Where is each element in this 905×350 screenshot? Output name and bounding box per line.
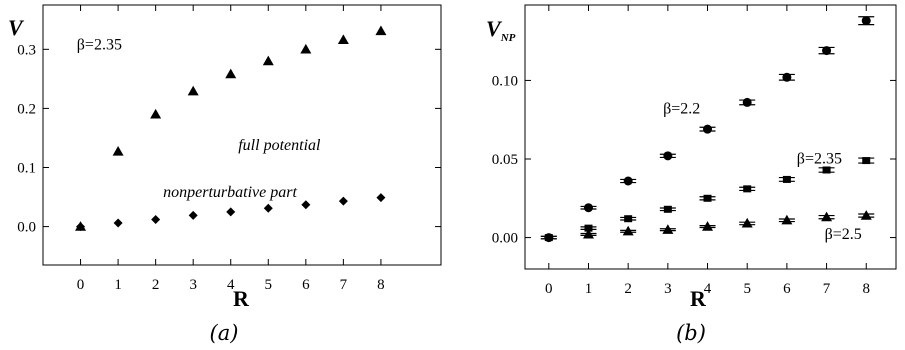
data-point-square xyxy=(624,215,633,223)
data-point-triangle xyxy=(702,221,714,231)
x-axis-label-a: R xyxy=(233,286,250,311)
x-axis-label-b: R xyxy=(690,286,707,311)
x-tick-label-a: 8 xyxy=(377,277,385,293)
panel-a: 0.0 0.1 0.2 0.3 0 1 2 3 4 5 6 7 8 V R (a) β=2.35 ful… xyxy=(8,4,442,345)
x-tick-label-b: 1 xyxy=(585,281,593,297)
annotation-a: nonperturbative part xyxy=(163,184,297,201)
y-tick-label-b: 0.10 xyxy=(492,73,518,89)
data-point-square xyxy=(703,194,712,202)
data-point-circle xyxy=(663,151,673,161)
data-point-triangle xyxy=(821,211,833,222)
data-point-diamond xyxy=(188,210,198,220)
y-axis-label-b-main: V xyxy=(486,16,503,41)
data-point-diamond xyxy=(338,196,348,206)
x-tick-label-b: 5 xyxy=(743,281,751,297)
data-point-circle xyxy=(822,46,832,56)
data-point-square xyxy=(782,175,791,183)
data-point-triangle xyxy=(187,85,199,96)
data-point-circle xyxy=(583,203,593,213)
data-point-square xyxy=(584,224,593,232)
annotation-b: β=2.35 xyxy=(797,151,842,168)
y-tick-label-b: 0.05 xyxy=(492,152,518,168)
data-point-circle xyxy=(742,97,752,107)
x-tick-label-b: 4 xyxy=(704,281,712,297)
x-tick-label-b: 7 xyxy=(823,281,831,297)
y-axis-label-b-sub: NP xyxy=(500,32,516,44)
y-tick-label-a: 0.0 xyxy=(17,220,36,236)
data-point-triangle xyxy=(112,146,124,156)
data-point-triangle xyxy=(662,224,674,234)
annotation-b: β=2.2 xyxy=(663,100,700,117)
y-tick-label-a: 0.1 xyxy=(17,161,36,177)
plot-frame-b xyxy=(524,4,897,270)
data-point-diamond xyxy=(151,215,161,224)
y-axis-label-a: V xyxy=(8,15,25,40)
x-tick-label-a: 6 xyxy=(302,277,310,293)
data-point-square xyxy=(544,234,553,242)
data-point-circle xyxy=(861,16,871,26)
data-point-triangle xyxy=(337,34,349,44)
data-point-triangle xyxy=(262,55,274,66)
x-tick-label-b: 8 xyxy=(862,281,870,297)
x-tick-label-a: 1 xyxy=(114,277,122,293)
y-axis-label-b: VNP xyxy=(486,16,516,44)
data-point-diamond xyxy=(226,207,236,217)
data-point-triangle xyxy=(300,43,312,54)
x-tick-label-a: 3 xyxy=(189,277,197,293)
x-tick-label-b: 3 xyxy=(664,281,672,297)
data-point-triangle xyxy=(375,25,387,36)
data-point-diamond xyxy=(301,200,311,210)
data-point-circle xyxy=(623,176,633,186)
plot-frame-a xyxy=(42,4,442,266)
y-tick-label-b: 0.00 xyxy=(492,231,518,247)
y-tick-label-a: 0.3 xyxy=(17,42,36,58)
panel-caption-a: (a) xyxy=(210,321,239,345)
data-point-triangle xyxy=(622,225,634,236)
x-tick-label-b: 2 xyxy=(624,281,632,297)
panel-caption-b: (b) xyxy=(676,321,706,345)
data-point-square xyxy=(743,185,752,193)
data-point-circle xyxy=(782,72,792,82)
x-tick-label-b: 6 xyxy=(783,281,791,297)
x-tick-label-a: 5 xyxy=(265,277,273,293)
data-point-circle xyxy=(703,124,713,134)
data-point-square xyxy=(822,166,831,174)
data-point-diamond xyxy=(76,222,86,232)
data-point-triangle xyxy=(860,210,872,220)
data-point-diamond xyxy=(376,193,386,203)
data-point-square xyxy=(862,157,871,165)
annotation-a: full potential xyxy=(238,137,321,154)
data-point-triangle xyxy=(582,228,594,239)
data-point-diamond xyxy=(263,203,273,213)
x-tick-label-a: 4 xyxy=(227,277,235,293)
x-tick-label-a: 2 xyxy=(152,277,160,293)
x-tick-label-b: 0 xyxy=(545,281,553,297)
data-point-triangle xyxy=(781,214,793,225)
data-point-square xyxy=(663,205,672,213)
data-point-triangle xyxy=(741,217,753,228)
y-tick-label-a: 0.2 xyxy=(17,101,36,117)
x-tick-label-a: 7 xyxy=(340,277,348,293)
x-tick-label-a: 0 xyxy=(77,277,85,293)
data-point-diamond xyxy=(113,218,123,228)
data-point-triangle xyxy=(225,68,237,79)
data-point-triangle xyxy=(150,108,162,119)
annotation-b: β=2.5 xyxy=(825,226,862,243)
annotation-a: β=2.35 xyxy=(77,36,122,53)
panel-b: 0.00 0.05 0.10 0 1 2 3 4 5 6 7 8 VNP R (b) β=2.2 β=… xyxy=(486,4,897,345)
